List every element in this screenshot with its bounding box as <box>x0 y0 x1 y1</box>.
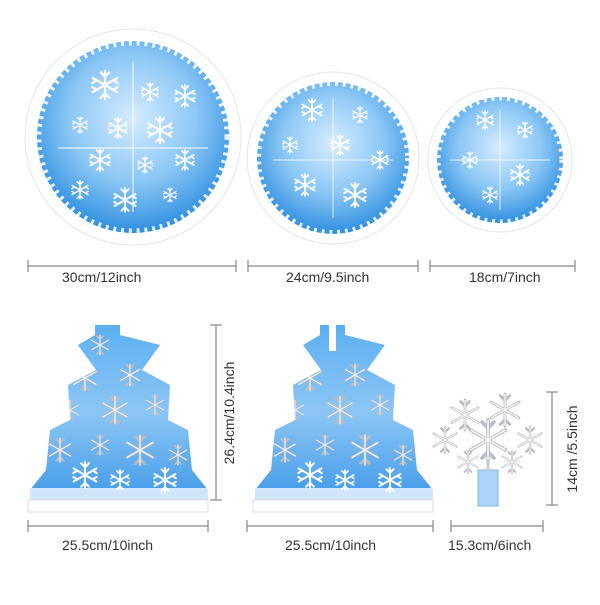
round-plate-medium <box>246 71 420 245</box>
dimension-line-tree-right-width <box>246 520 434 532</box>
dimension-line-tree-height <box>210 324 222 501</box>
dimension-label-tree-left-width: 25.5cm/10inch <box>62 537 154 553</box>
dimension-label-topper-height: 14cm /5.5inch <box>564 405 580 493</box>
dimension-label-topper-width: 15.3cm/6inch <box>448 537 532 553</box>
dimension-label-tree-height: 26.4cm/10.4inch <box>221 361 237 465</box>
tree-cutout-left <box>27 325 209 513</box>
dimension-line-topper-height <box>546 391 558 506</box>
dimension-label-medium-plate: 24cm/9.5inch <box>286 269 370 285</box>
dimension-line-tree-left-width <box>27 520 209 532</box>
dimension-line-topper-width <box>450 520 544 532</box>
snowflake-topper <box>432 392 543 507</box>
round-plate-small <box>427 87 573 233</box>
dimension-line-large <box>27 260 237 272</box>
dimension-line-medium <box>247 260 419 272</box>
dimension-label-large-plate: 30cm/12inch <box>62 269 142 285</box>
dimension-line-small <box>429 260 576 272</box>
tree-cutout-right <box>252 325 434 513</box>
round-plate-large <box>24 28 242 246</box>
dimension-label-small-plate: 18cm/7inch <box>469 269 541 285</box>
dimension-label-tree-right-width: 25.5cm/10inch <box>285 537 377 553</box>
